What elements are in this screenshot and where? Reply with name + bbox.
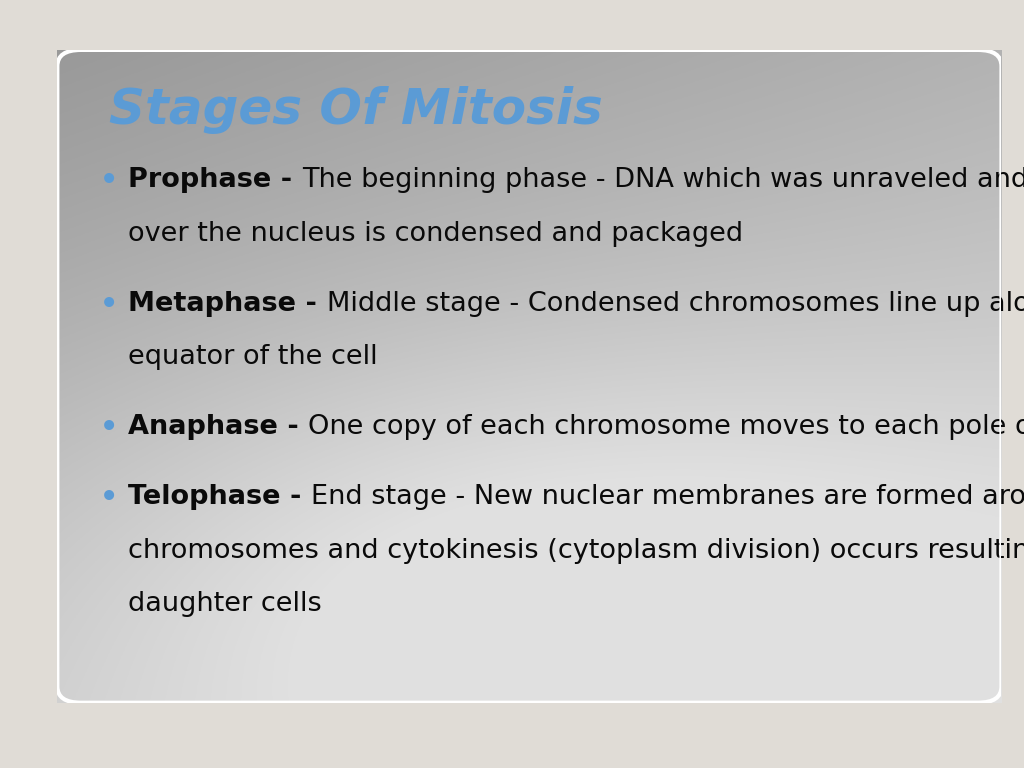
Text: One copy of each chromosome moves to each pole of the cell: One copy of each chromosome moves to eac… — [308, 414, 1024, 440]
Text: •: • — [99, 167, 118, 195]
Text: over the nucleus is condensed and packaged: over the nucleus is condensed and packag… — [128, 221, 743, 247]
Text: •: • — [99, 291, 118, 319]
Text: Telophase -: Telophase - — [128, 484, 311, 510]
Text: Anaphase -: Anaphase - — [128, 414, 308, 440]
Text: The beginning phase - DNA which was unraveled and spread all: The beginning phase - DNA which was unra… — [302, 167, 1024, 194]
Text: •: • — [99, 484, 118, 512]
Text: Middle stage - Condensed chromosomes line up along the: Middle stage - Condensed chromosomes lin… — [327, 291, 1024, 317]
Text: Prophase -: Prophase - — [128, 167, 302, 194]
Text: End stage - New nuclear membranes are formed around the: End stage - New nuclear membranes are fo… — [311, 484, 1024, 510]
Text: Metaphase -: Metaphase - — [128, 291, 327, 317]
Text: daughter cells: daughter cells — [128, 591, 322, 617]
Text: equator of the cell: equator of the cell — [128, 344, 378, 370]
Text: chromosomes and cytokinesis (cytoplasm division) occurs resulting in two: chromosomes and cytokinesis (cytoplasm d… — [128, 538, 1024, 564]
Text: Stages Of Mitosis: Stages Of Mitosis — [110, 86, 603, 134]
Text: •: • — [99, 414, 118, 442]
